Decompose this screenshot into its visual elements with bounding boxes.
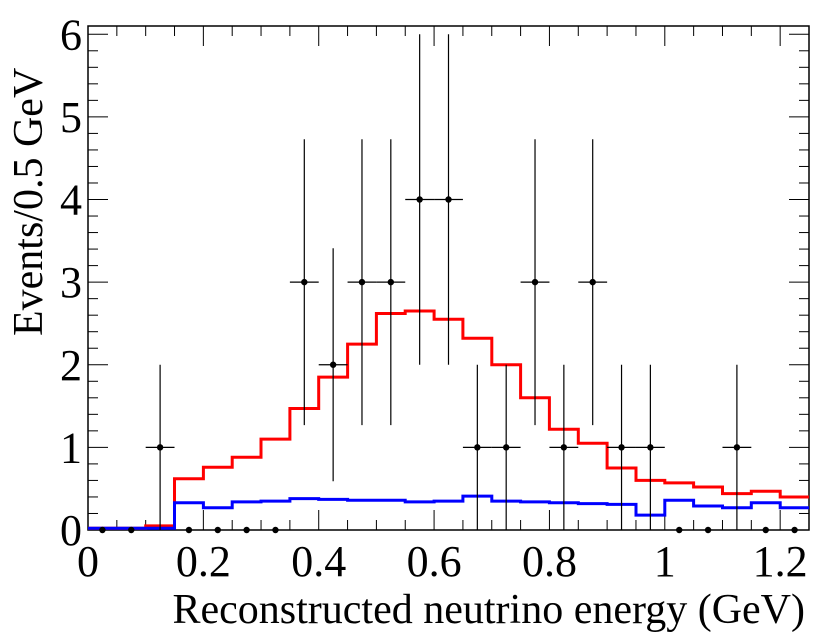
data-point bbox=[635, 364, 665, 530]
point-marker bbox=[329, 361, 337, 368]
x-tick-label: 0.4 bbox=[291, 537, 346, 586]
point-marker bbox=[704, 526, 712, 534]
point-marker bbox=[560, 444, 568, 451]
plot-frame bbox=[87, 25, 810, 531]
point-marker bbox=[301, 278, 308, 286]
point-marker bbox=[762, 526, 769, 534]
tick-labels: 0 0.2 0.4 0.6 0.8 1 1.2 0 1 2 3 4 5 6 bbox=[60, 10, 808, 586]
data-point bbox=[272, 526, 279, 534]
y-tick-label: 3 bbox=[60, 258, 82, 307]
point-marker bbox=[387, 278, 395, 286]
data-point bbox=[520, 139, 550, 426]
data-point bbox=[405, 34, 435, 365]
x-tick-label: 1 bbox=[654, 537, 676, 586]
y-tick-label: 1 bbox=[60, 423, 82, 472]
x-tick-label: 1.2 bbox=[753, 537, 808, 586]
x-tick-label: 0.6 bbox=[407, 537, 462, 586]
data-point bbox=[185, 526, 193, 534]
data-point bbox=[99, 526, 106, 534]
x-tick-label: 0.2 bbox=[176, 537, 231, 586]
data-point bbox=[762, 526, 769, 534]
data-point bbox=[434, 34, 463, 365]
data-point bbox=[318, 248, 348, 482]
data-point bbox=[491, 364, 521, 530]
data-point bbox=[676, 526, 683, 534]
data-point bbox=[722, 364, 752, 530]
data-point bbox=[145, 364, 175, 530]
data-point bbox=[289, 139, 319, 426]
histogram-series bbox=[88, 309, 809, 530]
point-marker bbox=[733, 444, 741, 451]
point-marker bbox=[531, 278, 539, 286]
y-tick-label: 6 bbox=[60, 10, 82, 59]
data-point bbox=[791, 526, 798, 534]
x-axis-title: Reconstructed neutrino energy (GeV) bbox=[172, 587, 805, 633]
data-point bbox=[607, 364, 636, 530]
point-marker bbox=[791, 526, 798, 534]
point-marker bbox=[618, 444, 625, 451]
data-point bbox=[578, 139, 608, 426]
y-tick-label: 5 bbox=[60, 93, 82, 142]
point-marker bbox=[272, 526, 279, 534]
red-histogram-line bbox=[88, 309, 809, 530]
data-point bbox=[243, 526, 250, 534]
axis-ticks bbox=[87, 26, 810, 531]
point-marker bbox=[502, 444, 510, 451]
data-point bbox=[704, 526, 712, 534]
point-marker bbox=[99, 526, 106, 534]
blue-histogram-line bbox=[88, 494, 809, 530]
y-axis-title: Events/0.5 GeV bbox=[6, 68, 52, 336]
data-point bbox=[462, 364, 492, 530]
data-points bbox=[99, 34, 798, 534]
data-point bbox=[376, 139, 406, 426]
y-tick-label: 0 bbox=[60, 506, 82, 555]
data-point bbox=[128, 526, 135, 534]
point-marker bbox=[243, 526, 250, 534]
x-tick-label: 0 bbox=[77, 537, 99, 586]
data-point bbox=[549, 364, 579, 530]
point-marker bbox=[416, 196, 423, 203]
x-tick-label: 0.8 bbox=[522, 537, 577, 586]
point-marker bbox=[128, 526, 135, 534]
point-marker bbox=[474, 444, 481, 451]
point-marker bbox=[156, 444, 164, 451]
data-point bbox=[214, 526, 221, 534]
y-tick-label: 2 bbox=[60, 341, 82, 390]
point-marker bbox=[358, 278, 366, 286]
y-tick-label: 4 bbox=[60, 176, 82, 225]
point-marker bbox=[647, 444, 654, 451]
point-marker bbox=[445, 196, 452, 203]
point-marker bbox=[185, 526, 193, 534]
point-marker bbox=[676, 526, 683, 534]
point-marker bbox=[214, 526, 221, 534]
data-point bbox=[347, 139, 377, 426]
point-marker bbox=[589, 278, 596, 286]
